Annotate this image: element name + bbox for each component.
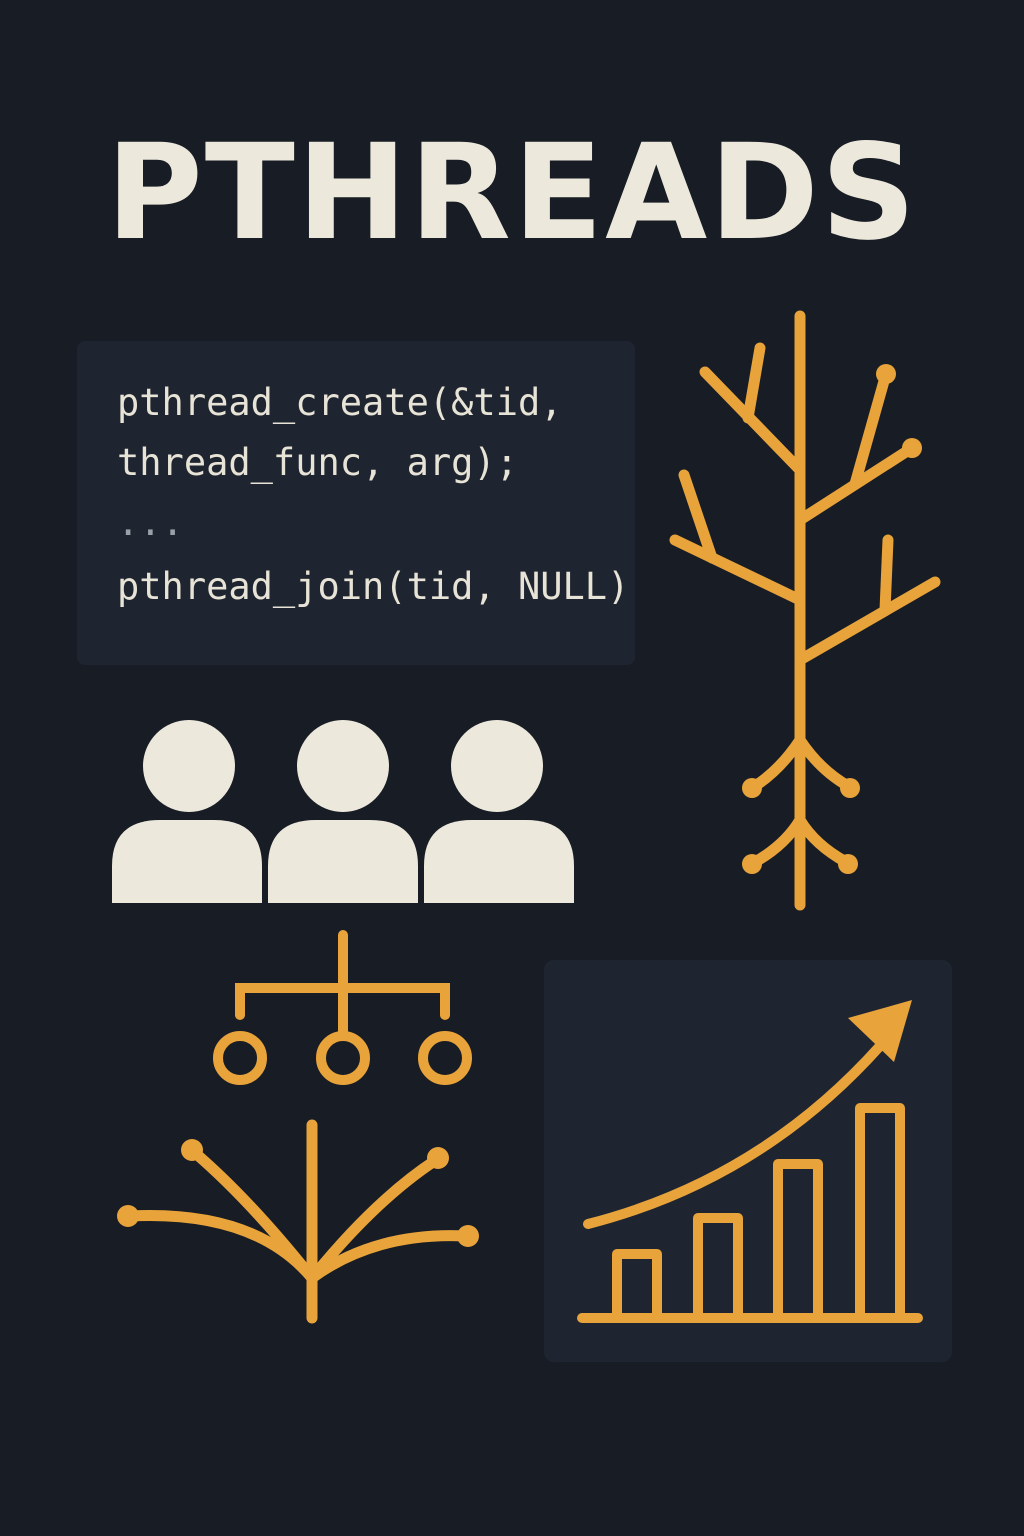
code-snippet-panel: pthread_create(&tid, thread_func, arg); …: [77, 341, 635, 665]
code-line-create: pthread_create(&tid,: [117, 381, 563, 424]
fork-branch-icon: [117, 1119, 479, 1324]
page-title: PTHREADS: [106, 116, 918, 270]
people-group-icon: [112, 720, 574, 903]
code-line-join: pthread_join(tid, NULL): [117, 565, 630, 608]
growth-bar-chart-icon: [577, 1000, 923, 1323]
code-line-thread-func: thread_func, arg);: [117, 441, 518, 484]
branching-tree-icon: [669, 310, 941, 911]
code-line-ellipsis: ...: [117, 501, 184, 544]
hierarchy-nodes-icon: [213, 930, 472, 1085]
